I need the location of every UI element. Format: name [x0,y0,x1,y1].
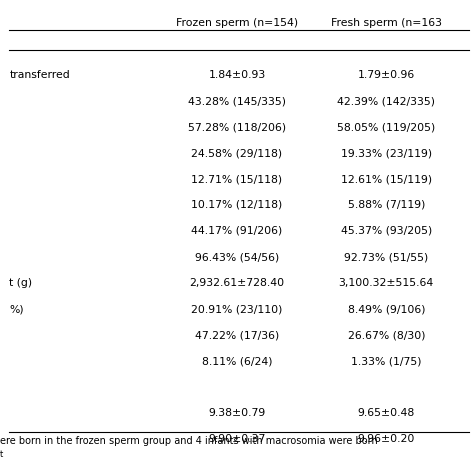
Text: 24.58% (29/118): 24.58% (29/118) [191,148,283,158]
Text: t (g): t (g) [9,278,33,288]
Text: 47.22% (17/36): 47.22% (17/36) [195,330,279,340]
Text: ere born in the frozen sperm group and 4 infants with macrosomia were born: ere born in the frozen sperm group and 4… [0,436,378,446]
Text: 9.90±0.37: 9.90±0.37 [208,434,266,444]
Text: 8.49% (9/106): 8.49% (9/106) [347,304,425,314]
Text: 3,100.32±515.64: 3,100.32±515.64 [339,278,434,288]
Text: 9.96±0.20: 9.96±0.20 [357,434,415,444]
Text: 2,932.61±728.40: 2,932.61±728.40 [190,278,284,288]
Text: %): %) [9,304,24,314]
Text: 43.28% (145/335): 43.28% (145/335) [188,96,286,106]
Text: 96.43% (54/56): 96.43% (54/56) [195,252,279,262]
Text: 9.38±0.79: 9.38±0.79 [209,408,265,418]
Text: Fresh sperm (n=163: Fresh sperm (n=163 [331,18,442,28]
Text: 57.28% (118/206): 57.28% (118/206) [188,122,286,132]
Text: 26.67% (8/30): 26.67% (8/30) [347,330,425,340]
Text: 44.17% (91/206): 44.17% (91/206) [191,226,283,236]
Text: 1.84±0.93: 1.84±0.93 [209,70,265,80]
Text: 45.37% (93/205): 45.37% (93/205) [341,226,432,236]
Text: 12.61% (15/119): 12.61% (15/119) [341,174,432,184]
Text: 10.17% (12/118): 10.17% (12/118) [191,200,283,210]
Text: 5.88% (7/119): 5.88% (7/119) [347,200,425,210]
Text: 20.91% (23/110): 20.91% (23/110) [191,304,283,314]
Text: transferred: transferred [9,70,70,80]
Text: 1.33% (1/75): 1.33% (1/75) [351,356,421,366]
Text: 19.33% (23/119): 19.33% (23/119) [341,148,432,158]
Text: 8.11% (6/24): 8.11% (6/24) [202,356,272,366]
Text: 1.79±0.96: 1.79±0.96 [358,70,415,80]
Text: 42.39% (142/335): 42.39% (142/335) [337,96,435,106]
Text: 92.73% (51/55): 92.73% (51/55) [344,252,428,262]
Text: t: t [0,450,3,459]
Text: 58.05% (119/205): 58.05% (119/205) [337,122,436,132]
Text: Frozen sperm (n=154): Frozen sperm (n=154) [176,18,298,28]
Text: 9.65±0.48: 9.65±0.48 [358,408,415,418]
Text: 12.71% (15/118): 12.71% (15/118) [191,174,283,184]
